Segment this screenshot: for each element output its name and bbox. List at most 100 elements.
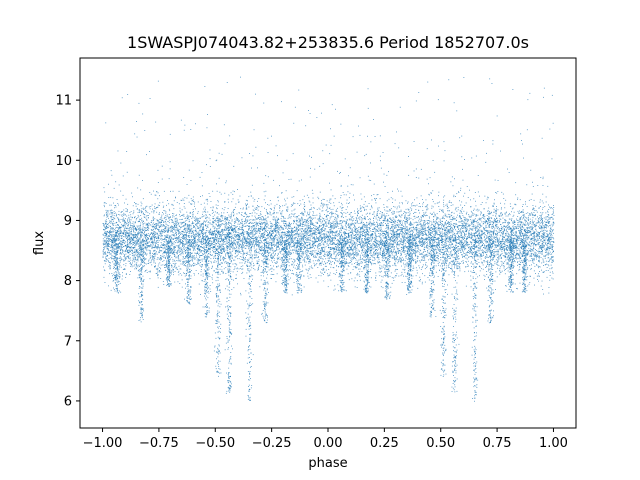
data-point <box>177 260 179 262</box>
data-point <box>258 218 259 219</box>
data-point <box>187 291 189 293</box>
data-point <box>163 210 165 211</box>
data-point <box>149 213 151 215</box>
data-point <box>142 213 144 215</box>
data-point <box>189 229 191 231</box>
data-point <box>487 231 489 233</box>
data-point <box>260 275 262 277</box>
data-point <box>254 199 256 200</box>
data-point <box>212 225 214 227</box>
data-point <box>432 273 434 275</box>
data-point <box>190 251 191 253</box>
data-point <box>519 260 521 262</box>
data-point <box>229 275 231 277</box>
data-point <box>325 269 327 271</box>
data-point <box>264 255 266 257</box>
data-point <box>444 312 446 313</box>
data-point <box>383 243 385 244</box>
data-point <box>323 225 325 227</box>
data-point <box>265 255 267 257</box>
data-point <box>187 272 189 274</box>
data-point <box>549 228 551 230</box>
data-point <box>217 310 219 312</box>
data-point <box>486 287 488 289</box>
data-point <box>382 250 384 252</box>
data-point <box>187 247 189 249</box>
data-point <box>188 278 190 280</box>
data-point <box>288 221 290 223</box>
data-point <box>157 269 159 271</box>
data-point <box>188 302 190 303</box>
data-point <box>481 225 483 227</box>
data-point <box>367 219 369 220</box>
data-point <box>229 225 230 226</box>
data-point <box>284 268 286 269</box>
data-point <box>465 228 467 230</box>
data-point <box>304 210 306 212</box>
data-point <box>441 279 443 281</box>
data-point <box>474 247 475 249</box>
data-point <box>402 223 403 225</box>
data-point <box>340 245 342 247</box>
data-point <box>190 257 192 259</box>
data-point <box>201 232 203 234</box>
data-point <box>387 286 389 288</box>
data-point <box>263 216 264 218</box>
data-point <box>355 220 356 221</box>
data-point <box>187 269 188 271</box>
data-point <box>381 215 383 217</box>
data-point <box>305 227 307 229</box>
data-point <box>386 289 388 291</box>
data-point <box>190 229 192 231</box>
data-point <box>221 248 223 250</box>
data-point <box>486 261 488 263</box>
data-point <box>329 241 331 243</box>
data-point <box>116 226 117 228</box>
data-point <box>229 312 231 314</box>
data-point <box>140 234 141 235</box>
data-point <box>351 235 353 237</box>
data-point <box>299 238 301 239</box>
data-point <box>174 230 176 232</box>
data-point <box>193 243 195 244</box>
data-point <box>285 271 287 272</box>
data-point <box>393 236 395 238</box>
data-point <box>188 201 190 203</box>
data-point <box>545 216 547 218</box>
data-point <box>530 275 531 277</box>
data-point <box>466 239 467 241</box>
data-point <box>296 282 298 284</box>
data-point <box>249 348 251 350</box>
data-point <box>130 231 132 233</box>
data-point <box>216 233 217 235</box>
data-point <box>405 243 407 245</box>
data-point <box>176 220 178 221</box>
data-point <box>494 256 496 258</box>
data-point <box>510 261 512 263</box>
data-point <box>286 289 288 291</box>
data-point <box>541 246 543 248</box>
data-point <box>333 202 335 204</box>
data-point <box>470 275 472 277</box>
data-point <box>212 224 214 226</box>
data-point <box>471 266 472 267</box>
data-point <box>204 292 205 294</box>
data-point <box>509 228 511 230</box>
data-point <box>551 256 553 258</box>
data-point <box>274 230 276 232</box>
data-point <box>490 230 492 232</box>
data-point <box>548 225 550 226</box>
data-point <box>344 229 346 230</box>
data-point <box>143 262 145 264</box>
data-point <box>212 237 214 239</box>
data-point <box>450 245 452 247</box>
data-point <box>237 219 239 221</box>
data-point <box>366 224 368 226</box>
data-point <box>323 242 325 244</box>
data-point <box>121 215 123 217</box>
data-point <box>521 253 522 255</box>
data-point <box>218 271 220 273</box>
data-point <box>113 240 114 242</box>
data-point <box>551 253 553 255</box>
data-point <box>342 284 344 285</box>
